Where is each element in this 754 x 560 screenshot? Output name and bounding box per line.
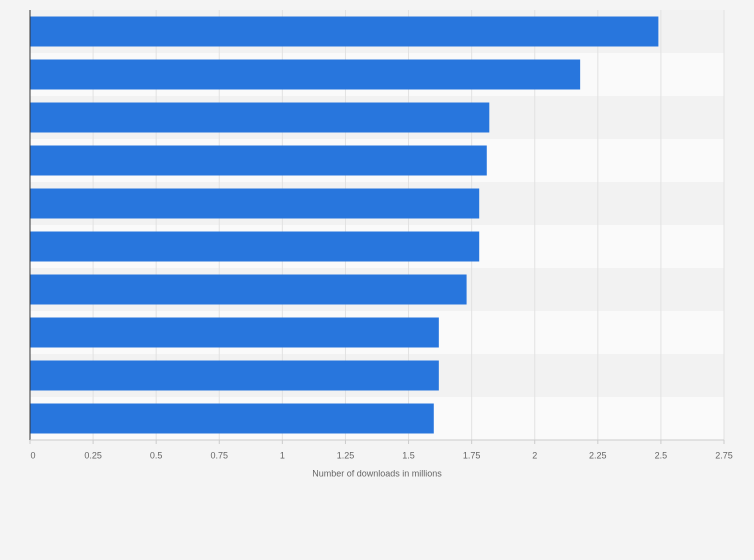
x-tick-label: 2.5: [655, 450, 668, 460]
bar: [30, 102, 490, 133]
bar: [30, 317, 439, 348]
x-tick-label: 1.5: [402, 450, 415, 460]
bar: [30, 274, 467, 305]
x-tick-label: 0.75: [211, 450, 229, 460]
x-tick-label: 2.75: [715, 450, 733, 460]
bar: [30, 188, 480, 219]
bar: [30, 145, 487, 176]
x-tick-label: 1: [280, 450, 285, 460]
x-tick-label: 1.75: [463, 450, 481, 460]
bar: [30, 360, 439, 391]
x-tick-label: 2: [532, 450, 537, 460]
x-tick-label: 0.25: [84, 450, 102, 460]
bar: [30, 59, 581, 90]
bar: [30, 16, 659, 47]
x-tick-label: 2.25: [589, 450, 607, 460]
x-tick-label: 0: [30, 450, 35, 460]
bar: [30, 403, 434, 434]
x-axis-label: Number of downloads in millions: [312, 468, 442, 478]
x-tick-label: 1.25: [337, 450, 355, 460]
x-tick-label: 0.5: [150, 450, 163, 460]
bar: [30, 231, 480, 262]
